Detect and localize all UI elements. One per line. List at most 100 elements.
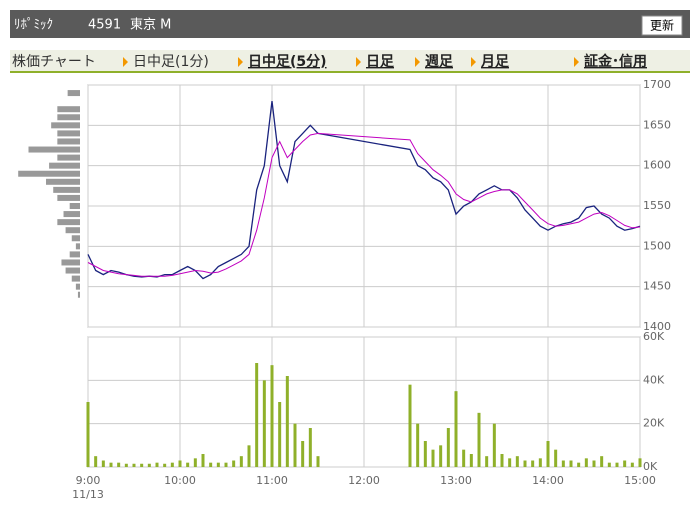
volume-bar	[109, 462, 113, 467]
price-line	[87, 132, 641, 277]
y-tick-label: 40K	[643, 373, 665, 386]
tab[interactable]: 日足	[366, 54, 395, 70]
volume-profile-bar	[75, 283, 80, 290]
volume-bar	[255, 363, 259, 467]
tab-arrow	[123, 57, 128, 67]
volume-bar	[201, 454, 205, 467]
volume-bar	[163, 463, 167, 467]
volume-bar	[285, 376, 289, 467]
volume-bar	[301, 441, 305, 467]
volume-profile-bar	[71, 235, 80, 242]
volume-bar	[147, 463, 151, 467]
x-tick-label: 9:00	[76, 474, 101, 487]
volume-bar	[577, 462, 581, 467]
refresh-label[interactable]: 更新	[650, 18, 674, 33]
y-tick-label: 1400	[643, 320, 671, 333]
y-tick-label: 60K	[643, 330, 665, 343]
volume-bar	[615, 462, 619, 467]
volume-profile-bar	[49, 162, 80, 169]
volume-profile-bar	[18, 170, 80, 177]
volume-bar	[239, 456, 243, 467]
volume-profile-bar	[57, 114, 80, 121]
volume-profile-bar	[53, 186, 80, 193]
x-tick-label: 10:00	[164, 474, 196, 487]
volume-profile-bar	[67, 90, 80, 97]
volume-bar	[523, 460, 527, 467]
volume-bar	[170, 462, 174, 467]
volume-bar	[270, 365, 274, 467]
refresh-button[interactable]	[641, 15, 683, 36]
x-tick-label: 11:00	[256, 474, 288, 487]
volume-bar	[232, 460, 236, 467]
volume-profile-bar	[65, 267, 80, 274]
volume-bar	[454, 391, 458, 467]
volume-bar	[462, 449, 466, 467]
x-tick-label: 15:00	[624, 474, 656, 487]
volume-bar	[178, 460, 182, 467]
volume-profile-bar	[57, 219, 80, 226]
tab-arrow	[574, 57, 579, 67]
volume-profile-bar	[69, 203, 80, 209]
stock-name: ﾘﾎﾟﾐｯｸ	[14, 18, 53, 33]
volume-bar	[186, 462, 190, 467]
volume-bar	[247, 445, 251, 467]
market: 東京 M	[130, 17, 171, 33]
volume-bar	[423, 441, 427, 467]
volume-bar	[538, 458, 542, 467]
volume-bar	[216, 462, 220, 467]
tab-arrow	[415, 57, 420, 67]
price-line	[87, 101, 641, 280]
tab[interactable]: 週足	[425, 54, 454, 70]
tab-arrow	[238, 57, 243, 67]
volume-profile-bar	[69, 251, 80, 258]
volume-bar	[607, 462, 611, 467]
y-tick-label: 1650	[643, 118, 671, 131]
tab[interactable]: 月足	[480, 54, 510, 70]
volume-bar	[140, 463, 144, 467]
tab[interactable]: 日中足(5分)	[248, 53, 327, 70]
tab[interactable]: 証金･信用	[584, 53, 647, 70]
volume-bar	[554, 449, 558, 467]
volume-bar	[546, 441, 550, 467]
volume-profile-bar	[46, 178, 80, 185]
volume-profile-bar	[28, 146, 80, 153]
volume-bar	[477, 412, 481, 467]
volume-bar	[86, 402, 90, 467]
tab[interactable]: 日中足(1分)	[133, 54, 209, 70]
volume-profile-bar	[57, 138, 80, 145]
volume-profile-bar	[57, 194, 80, 201]
volume-bar	[308, 428, 312, 467]
tab[interactable]: 株価チャート	[12, 54, 96, 70]
volume-bar	[485, 456, 489, 467]
volume-bar	[193, 458, 197, 467]
volume-profile-bar	[75, 243, 80, 250]
stock-code: 4591	[88, 18, 121, 33]
volume-bar	[117, 462, 121, 467]
volume-profile-bar	[57, 106, 80, 113]
volume-bar	[408, 384, 412, 467]
volume-bar	[515, 456, 519, 467]
volume-bar	[278, 402, 282, 467]
volume-bar	[508, 458, 512, 467]
y-tick-label: 1700	[643, 78, 671, 91]
y-tick-label: 1550	[643, 199, 671, 212]
tab-arrow	[356, 57, 361, 67]
volume-bar	[262, 380, 266, 467]
volume-profile-bar	[51, 122, 80, 129]
volume-bar	[132, 463, 136, 467]
volume-profile-bar	[63, 211, 80, 218]
volume-bar	[584, 458, 588, 467]
volume-bar	[94, 456, 98, 467]
y-tick-label: 1450	[643, 280, 671, 293]
volume-bar	[209, 462, 213, 467]
volume-bar	[531, 460, 535, 467]
volume-profile-bar	[77, 291, 80, 298]
volume-bar	[439, 445, 443, 467]
volume-bar	[469, 454, 473, 467]
x-tick-label: 13:00	[440, 474, 472, 487]
volume-bar	[431, 449, 435, 467]
volume-bar	[224, 462, 228, 467]
volume-profile-bar	[71, 275, 80, 282]
volume-bar	[124, 463, 128, 467]
